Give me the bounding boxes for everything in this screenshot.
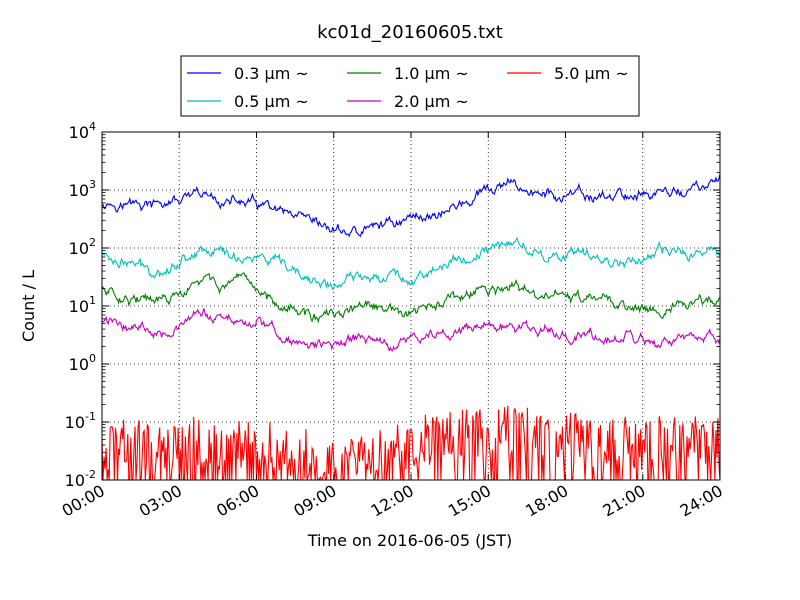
grid-lines xyxy=(102,132,720,480)
legend-frame xyxy=(180,55,640,117)
y-tick-label: 102 xyxy=(69,236,96,258)
y-tick-label: 10-2 xyxy=(65,468,96,490)
y-tick-labels: 10-2 10-1 100 101 102 103 104 xyxy=(65,120,96,490)
series-line xyxy=(101,308,721,352)
axis-ticks xyxy=(101,131,721,481)
y-tick-label: 100 xyxy=(69,352,96,374)
chart-title: kc01d_20160605.txt xyxy=(317,22,503,43)
legend-label: 5.0 μm ~ xyxy=(554,64,629,83)
y-axis-label: Count / L xyxy=(19,270,38,342)
legend-label: 0.5 μm ~ xyxy=(234,92,309,111)
series-line xyxy=(101,174,721,238)
series-line xyxy=(101,272,721,324)
y-tick-label: 103 xyxy=(69,178,96,200)
legend: 0.3 μm ~ 0.5 μm ~ 1.0 μm ~ 2.0 μm ~ 5.0 μm ~ xyxy=(180,55,640,117)
legend-label: 1.0 μm ~ xyxy=(394,64,469,83)
series-line xyxy=(101,236,721,291)
legend-label: 0.3 μm ~ xyxy=(234,64,309,83)
x-axis-label: Time on 2016-06-05 (JST) xyxy=(307,531,512,550)
y-tick-label: 101 xyxy=(69,294,96,316)
y-tick-label: 10-1 xyxy=(65,410,96,432)
y-tick-label: 104 xyxy=(69,120,96,142)
legend-label: 2.0 μm ~ xyxy=(394,92,469,111)
